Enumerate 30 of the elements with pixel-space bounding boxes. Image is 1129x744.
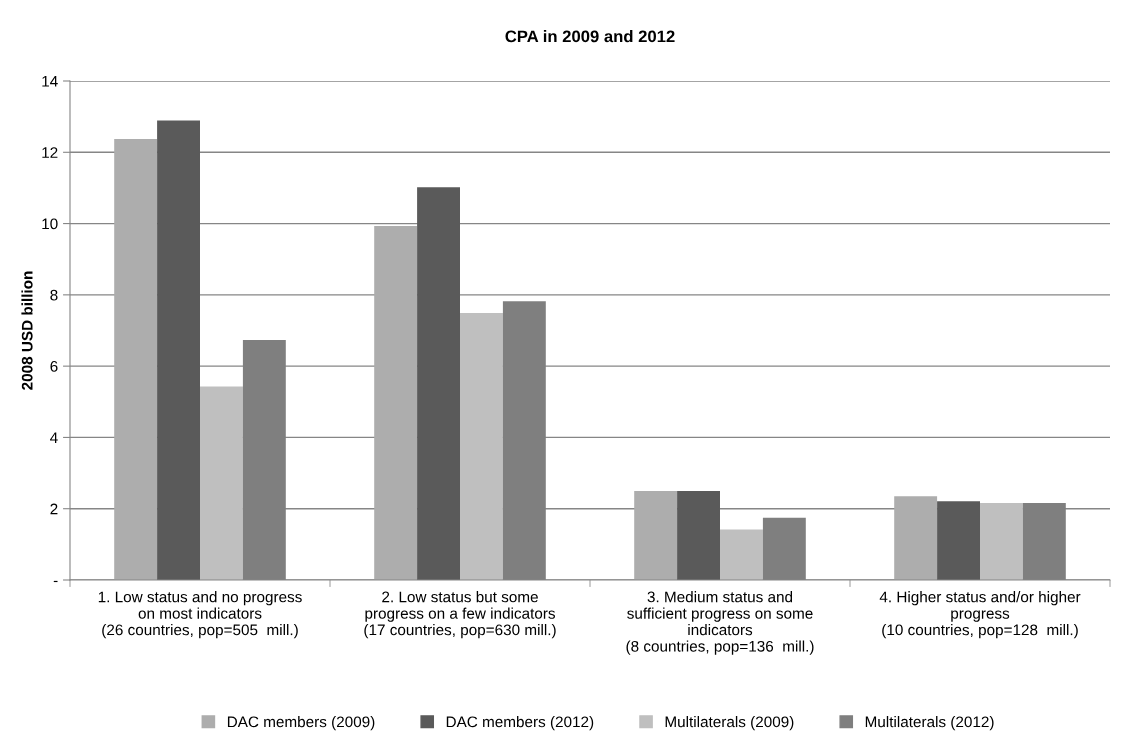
bar	[417, 187, 460, 580]
bar	[460, 313, 503, 580]
bar	[894, 496, 938, 580]
x-tick-label: 3. Medium status and sufficient progress on some indicators (8 countries, pop=136 mill.)	[626, 591, 814, 655]
x-tick-label: 4. Higher status and/or higher progress (10 countries, pop=128 mill.)	[879, 591, 1081, 639]
x-tick-label: 1. Low status and no progress on most indicators (26 countries, pop=505 mill.)	[98, 591, 302, 639]
chart-title: CPA in 2009 and 2012	[505, 30, 675, 43]
legend-label: DAC members (2009)	[227, 716, 375, 731]
y-tick-label: 8	[50, 289, 58, 301]
bar	[677, 490, 720, 580]
bar	[114, 139, 158, 580]
y-tick-label: 12	[42, 147, 58, 158]
y-tick-label: 14	[42, 76, 58, 87]
y-tick-label: 2	[50, 503, 58, 515]
legend-label: Multilaterals (2012)	[865, 716, 994, 731]
bar	[937, 501, 980, 580]
bar	[720, 529, 763, 580]
bar	[200, 386, 243, 580]
legend-label: Multilaterals (2009)	[665, 716, 794, 731]
bar	[157, 120, 200, 580]
y-tick-label: 6	[50, 361, 58, 372]
y-tick-label: -	[53, 580, 58, 583]
x-tick-label: 2. Low status but some progress on a few indicators (17 countries, pop=630 mill.)	[364, 591, 556, 639]
y-tick-label: 10	[42, 218, 58, 230]
bar	[634, 490, 678, 580]
bar	[374, 226, 418, 580]
y-tick-label: 4	[50, 432, 58, 443]
bar	[980, 503, 1023, 580]
legend-label: DAC members (2012)	[446, 716, 594, 731]
y-axis-title: 2008 USD billion	[21, 271, 33, 390]
